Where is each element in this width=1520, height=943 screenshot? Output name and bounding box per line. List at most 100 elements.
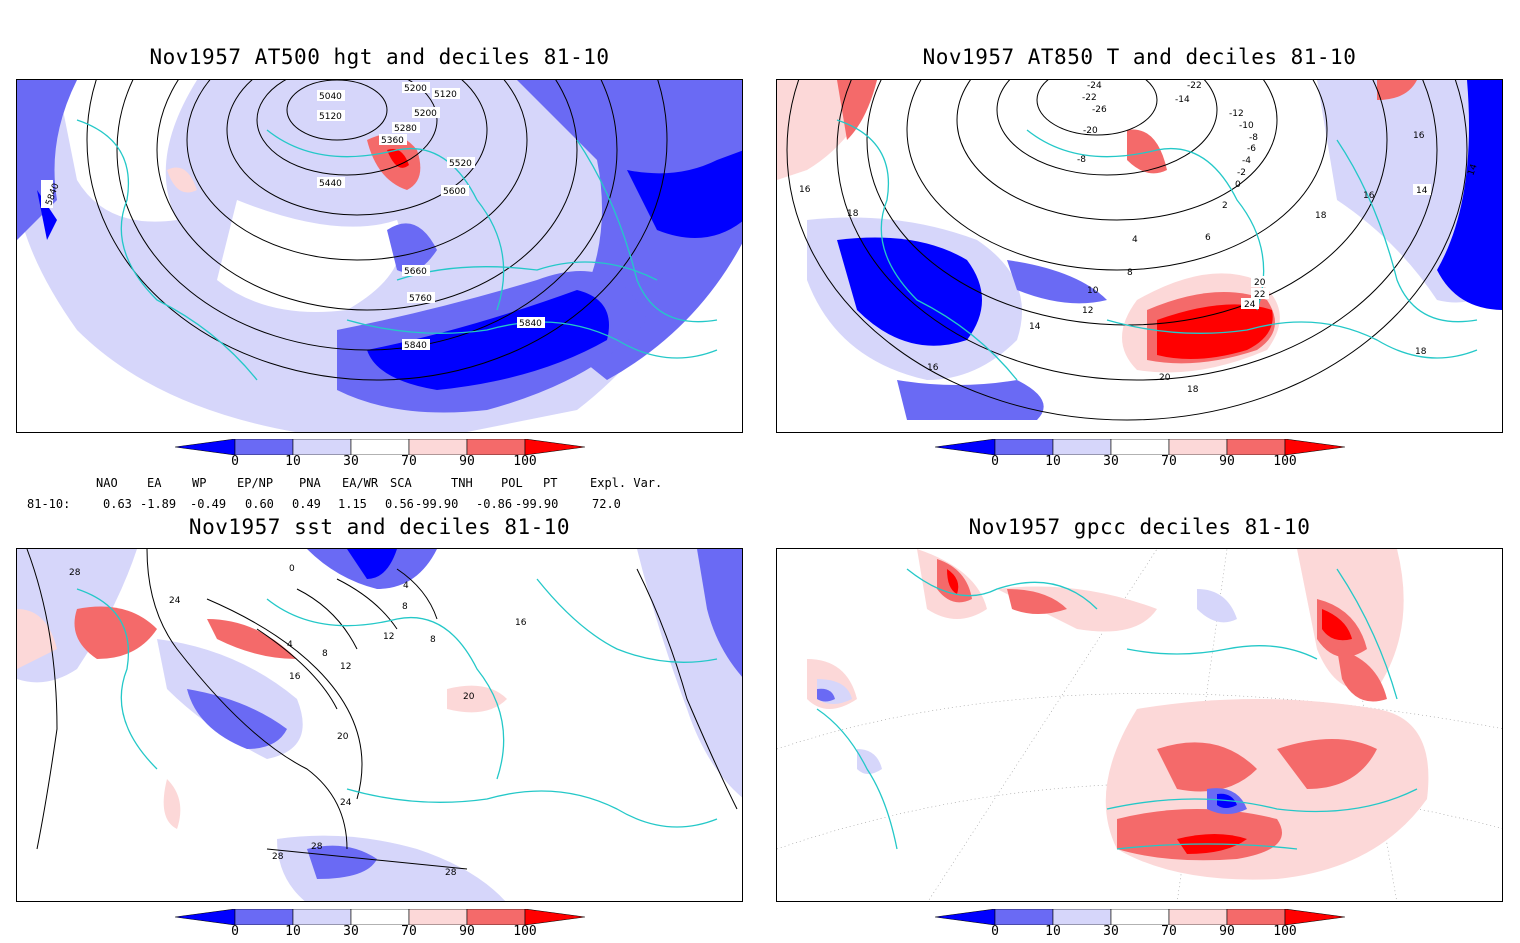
index-value: -0.49 <box>190 497 227 511</box>
colorbar-hgt500: 0 10 30 70 90 100 <box>174 438 586 473</box>
contour-label: 20 <box>337 732 349 742</box>
contour-label: 16 <box>289 672 301 682</box>
colorbar-label: 100 <box>1273 924 1297 939</box>
colorbar-swatch <box>350 438 410 456</box>
colorbar-label: 100 <box>1273 454 1297 469</box>
t850-map: -24 -22 -26 -22 -20 -14 -12 -10 -8 -8 -6… <box>777 80 1502 432</box>
colorbar-swatch <box>1284 908 1346 926</box>
colorbar-label: 70 <box>401 924 417 939</box>
colorbar-swatch <box>292 908 352 926</box>
colorbar-label: 30 <box>343 454 359 469</box>
colorbar-swatch <box>1284 438 1346 456</box>
contour-label: 5040 <box>319 92 342 102</box>
contour-label: 5520 <box>449 159 472 169</box>
colorbar-label: 90 <box>1219 924 1235 939</box>
contour-label: 24 <box>340 798 352 808</box>
contour-label: 2 <box>1222 201 1228 211</box>
index-value: 72.0 <box>592 497 621 511</box>
contour-label: 18 <box>1415 347 1427 357</box>
contour-label: 5120 <box>434 90 457 100</box>
contour-label: 0 <box>289 564 295 574</box>
contour-label: -20 <box>1083 126 1098 136</box>
contour-label: 18 <box>1315 211 1327 221</box>
colorbar-label: 10 <box>1045 924 1061 939</box>
index-value: -0.86 <box>476 497 513 511</box>
colorbar-swatch <box>994 908 1054 926</box>
contour-label: 5200 <box>404 84 427 94</box>
contour-label: 5200 <box>414 109 437 119</box>
map-panel-t850: -24 -22 -26 -22 -20 -14 -12 -10 -8 -8 -6… <box>776 79 1503 433</box>
colorbar-label: 90 <box>459 924 475 939</box>
contour-label: 12 <box>383 632 394 642</box>
index-header: EA <box>147 476 162 490</box>
contour-label: 16 <box>1413 131 1425 141</box>
index-header: EA/WR <box>342 476 379 490</box>
panel-title-gpcc: Nov1957 gpcc deciles 81-10 <box>968 515 1311 539</box>
colorbar-label: 70 <box>401 454 417 469</box>
contour-label: 4 <box>403 581 409 591</box>
contour-label: -8 <box>1249 133 1258 143</box>
contour-label: -8 <box>1077 155 1086 165</box>
contour-label: 14 <box>1416 186 1428 196</box>
colorbar-label: 30 <box>1103 454 1119 469</box>
contour-label: 5120 <box>319 112 342 122</box>
contour-label: 4 <box>1132 235 1138 245</box>
contour-label: 16 <box>799 185 811 195</box>
contour-label: -2 <box>1237 168 1246 178</box>
colorbar-label: 30 <box>343 924 359 939</box>
colorbar-label: 0 <box>991 454 999 469</box>
index-header: NAO <box>96 476 118 490</box>
contour-label: 12 <box>340 662 351 672</box>
index-header: WP <box>192 476 207 490</box>
contour-label: 28 <box>272 852 284 862</box>
colorbar-swatch <box>934 908 996 926</box>
colorbar-swatch <box>524 908 586 926</box>
colorbar-swatch <box>174 438 236 456</box>
gpcc-map <box>777 549 1502 901</box>
contour-label: 4 <box>287 640 293 650</box>
index-value: -99.90 <box>515 497 559 511</box>
colorbar-label: 0 <box>231 924 239 939</box>
contour-label: 28 <box>311 842 323 852</box>
colorbar-label: 90 <box>1219 454 1235 469</box>
index-value: 0.63 <box>103 497 132 511</box>
index-value: -1.89 <box>140 497 177 511</box>
contour-label: -4 <box>1242 156 1251 166</box>
contour-label: -12 <box>1229 109 1244 119</box>
colorbar-gpcc: 0 10 30 70 90 100 <box>934 908 1346 943</box>
colorbar-swatch <box>234 908 294 926</box>
contour-label: -22 <box>1082 93 1097 103</box>
colorbar-swatch <box>1226 908 1286 926</box>
contour-label: 14 <box>1029 322 1041 332</box>
contour-label: 10 <box>1087 286 1099 296</box>
colorbar-swatch <box>934 438 996 456</box>
index-value: -99.90 <box>415 497 459 511</box>
colorbar-label: 100 <box>513 924 537 939</box>
contour-label: -10 <box>1239 121 1254 131</box>
contour-label: 20 <box>1254 278 1266 288</box>
colorbar-label: 90 <box>459 454 475 469</box>
contour-label: 5660 <box>404 267 427 277</box>
index-value: 0.56 <box>385 497 414 511</box>
contour-label: 8 <box>1127 268 1133 278</box>
contour-label: 20 <box>463 692 475 702</box>
contour-label: 14 <box>1466 163 1479 177</box>
panel-title-sst: Nov1957 sst and deciles 81-10 <box>188 515 571 539</box>
contour-label: 5360 <box>381 136 404 146</box>
colorbar-swatch <box>466 438 526 456</box>
colorbar-swatch <box>1052 908 1112 926</box>
index-header: PNA <box>299 476 321 490</box>
colorbar-label: 0 <box>231 454 239 469</box>
index-row-label: 81-10: <box>27 497 71 511</box>
panel-title-t850: Nov1957 AT850 T and deciles 81-10 <box>922 45 1357 69</box>
contour-label: 5760 <box>409 294 432 304</box>
contour-label: 24 <box>169 596 181 606</box>
colorbar-label: 10 <box>1045 454 1061 469</box>
colorbar-label: 10 <box>285 924 301 939</box>
colorbar-swatch <box>1052 438 1112 456</box>
contour-label: 5280 <box>394 124 417 134</box>
contour-label: 8 <box>402 602 408 612</box>
contour-label: 5440 <box>319 179 342 189</box>
index-header: TNH <box>451 476 473 490</box>
map-panel-hgt500: 5040 5200 5120 5120 5200 5280 5360 5520 … <box>16 79 743 433</box>
